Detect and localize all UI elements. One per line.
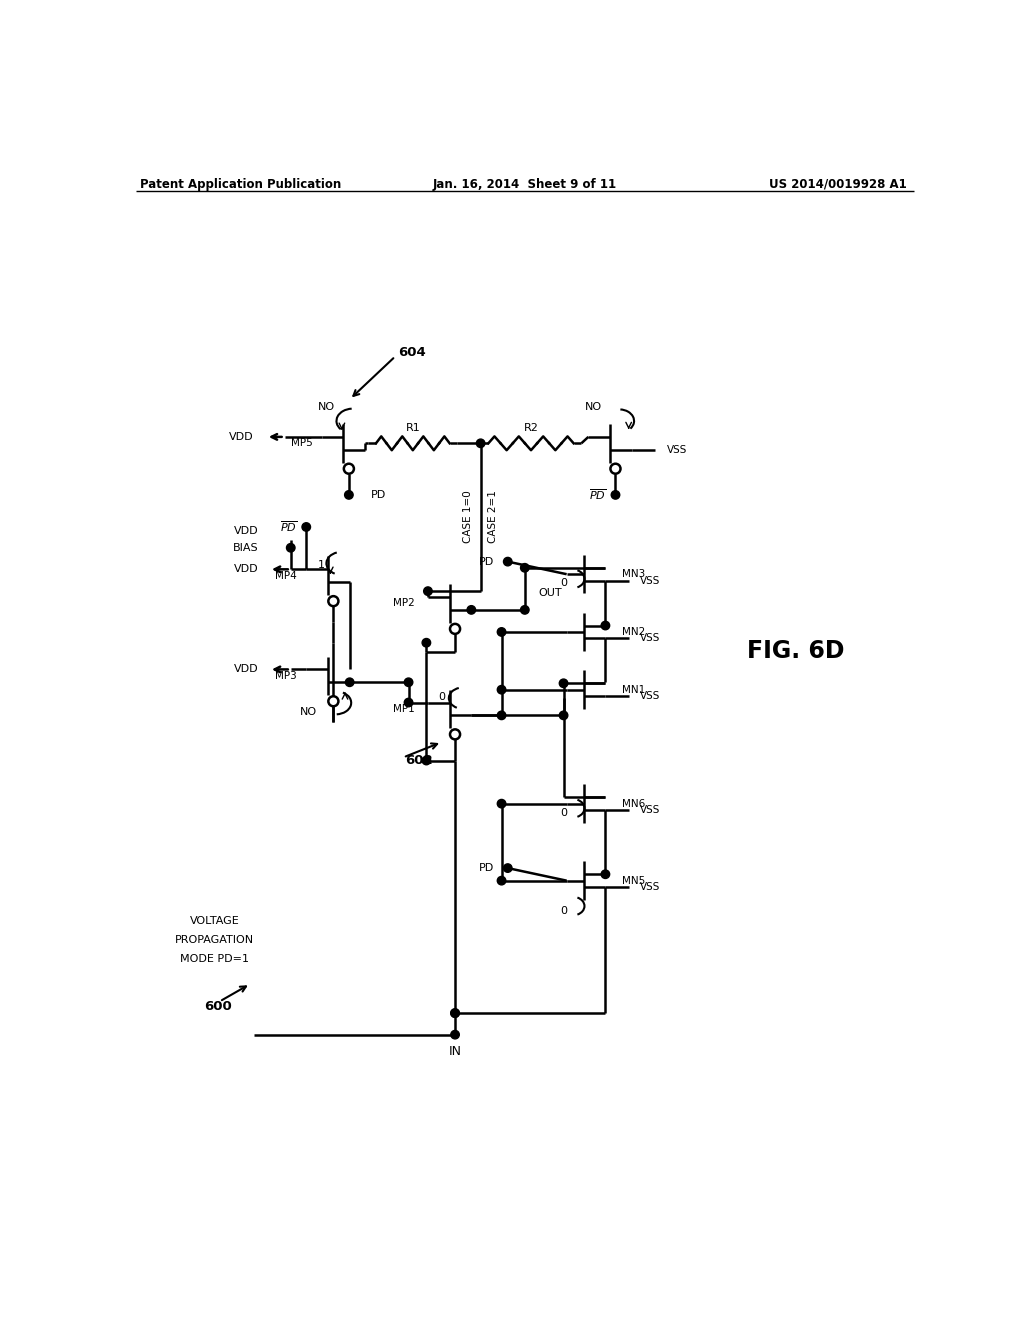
Circle shape: [559, 678, 568, 688]
Circle shape: [611, 491, 620, 499]
Circle shape: [329, 696, 338, 706]
Text: VSS: VSS: [640, 692, 660, 701]
Text: 0: 0: [560, 906, 567, 916]
Text: VDD: VDD: [233, 664, 258, 675]
Circle shape: [601, 622, 609, 630]
Circle shape: [424, 587, 432, 595]
Text: MP5: MP5: [291, 438, 312, 449]
Text: VSS: VSS: [640, 805, 660, 814]
Text: MP2: MP2: [393, 598, 415, 609]
Circle shape: [404, 678, 413, 686]
Text: 1: 1: [318, 560, 326, 570]
Circle shape: [344, 463, 354, 474]
Text: BIAS: BIAS: [232, 543, 258, 553]
Circle shape: [498, 711, 506, 719]
Circle shape: [467, 606, 475, 614]
Text: MODE PD=1: MODE PD=1: [180, 954, 249, 964]
Text: VDD: VDD: [229, 432, 254, 442]
Circle shape: [601, 870, 609, 879]
Circle shape: [450, 730, 460, 739]
Text: CASE 2=1: CASE 2=1: [488, 490, 499, 543]
Text: MN2: MN2: [623, 627, 646, 638]
Text: PD: PD: [478, 557, 494, 566]
Text: MP4: MP4: [275, 570, 297, 581]
Circle shape: [404, 698, 413, 706]
Circle shape: [498, 876, 506, 884]
Text: 0: 0: [438, 693, 445, 702]
Text: 604: 604: [397, 346, 425, 359]
Text: PD: PD: [371, 490, 386, 500]
Circle shape: [498, 628, 506, 636]
Text: MN1: MN1: [623, 685, 646, 694]
Circle shape: [329, 597, 338, 606]
Text: CASE 1=0: CASE 1=0: [463, 490, 473, 543]
Circle shape: [451, 1008, 460, 1018]
Text: VDD: VDD: [233, 565, 258, 574]
Circle shape: [345, 491, 353, 499]
Text: $\overline{PD}$: $\overline{PD}$: [589, 487, 606, 502]
Circle shape: [345, 678, 354, 686]
Text: R2: R2: [523, 422, 539, 433]
Text: US 2014/0019928 A1: US 2014/0019928 A1: [769, 178, 907, 190]
Text: VSS: VSS: [640, 576, 660, 586]
Circle shape: [559, 711, 568, 719]
Text: 0: 0: [560, 578, 567, 589]
Circle shape: [610, 463, 621, 474]
Text: FIG. 6D: FIG. 6D: [748, 639, 845, 663]
Circle shape: [504, 863, 512, 873]
Text: NO: NO: [300, 708, 317, 717]
Circle shape: [476, 440, 485, 447]
Circle shape: [450, 624, 460, 634]
Circle shape: [287, 544, 295, 552]
Circle shape: [520, 606, 529, 614]
Text: $\overline{PD}$: $\overline{PD}$: [280, 520, 297, 535]
Text: PROPAGATION: PROPAGATION: [175, 935, 254, 945]
Text: MN5: MN5: [623, 875, 646, 886]
Circle shape: [422, 756, 431, 764]
Text: NO: NO: [317, 403, 335, 412]
Circle shape: [498, 800, 506, 808]
Circle shape: [498, 685, 506, 694]
Text: R1: R1: [406, 422, 420, 433]
Text: NO: NO: [585, 403, 601, 412]
Text: 602: 602: [406, 754, 433, 767]
Text: VOLTAGE: VOLTAGE: [189, 916, 240, 925]
Text: OUT: OUT: [539, 587, 562, 598]
Text: IN: IN: [449, 1045, 462, 1059]
Text: MP1: MP1: [393, 704, 415, 714]
Text: 600: 600: [204, 1001, 231, 1014]
Text: VSS: VSS: [667, 445, 687, 454]
Circle shape: [451, 1008, 460, 1018]
Text: MN3: MN3: [623, 569, 646, 579]
Text: Jan. 16, 2014  Sheet 9 of 11: Jan. 16, 2014 Sheet 9 of 11: [433, 178, 616, 190]
Circle shape: [520, 564, 529, 572]
Text: MN6: MN6: [623, 799, 646, 809]
Text: Patent Application Publication: Patent Application Publication: [139, 178, 341, 190]
Circle shape: [302, 523, 310, 531]
Circle shape: [422, 639, 431, 647]
Circle shape: [504, 557, 512, 566]
Text: VSS: VSS: [640, 882, 660, 892]
Text: 0: 0: [560, 808, 567, 818]
Text: VSS: VSS: [640, 634, 660, 643]
Text: VDD: VDD: [233, 525, 258, 536]
Text: PD: PD: [478, 863, 494, 873]
Text: MP3: MP3: [275, 671, 297, 681]
Circle shape: [451, 1031, 460, 1039]
